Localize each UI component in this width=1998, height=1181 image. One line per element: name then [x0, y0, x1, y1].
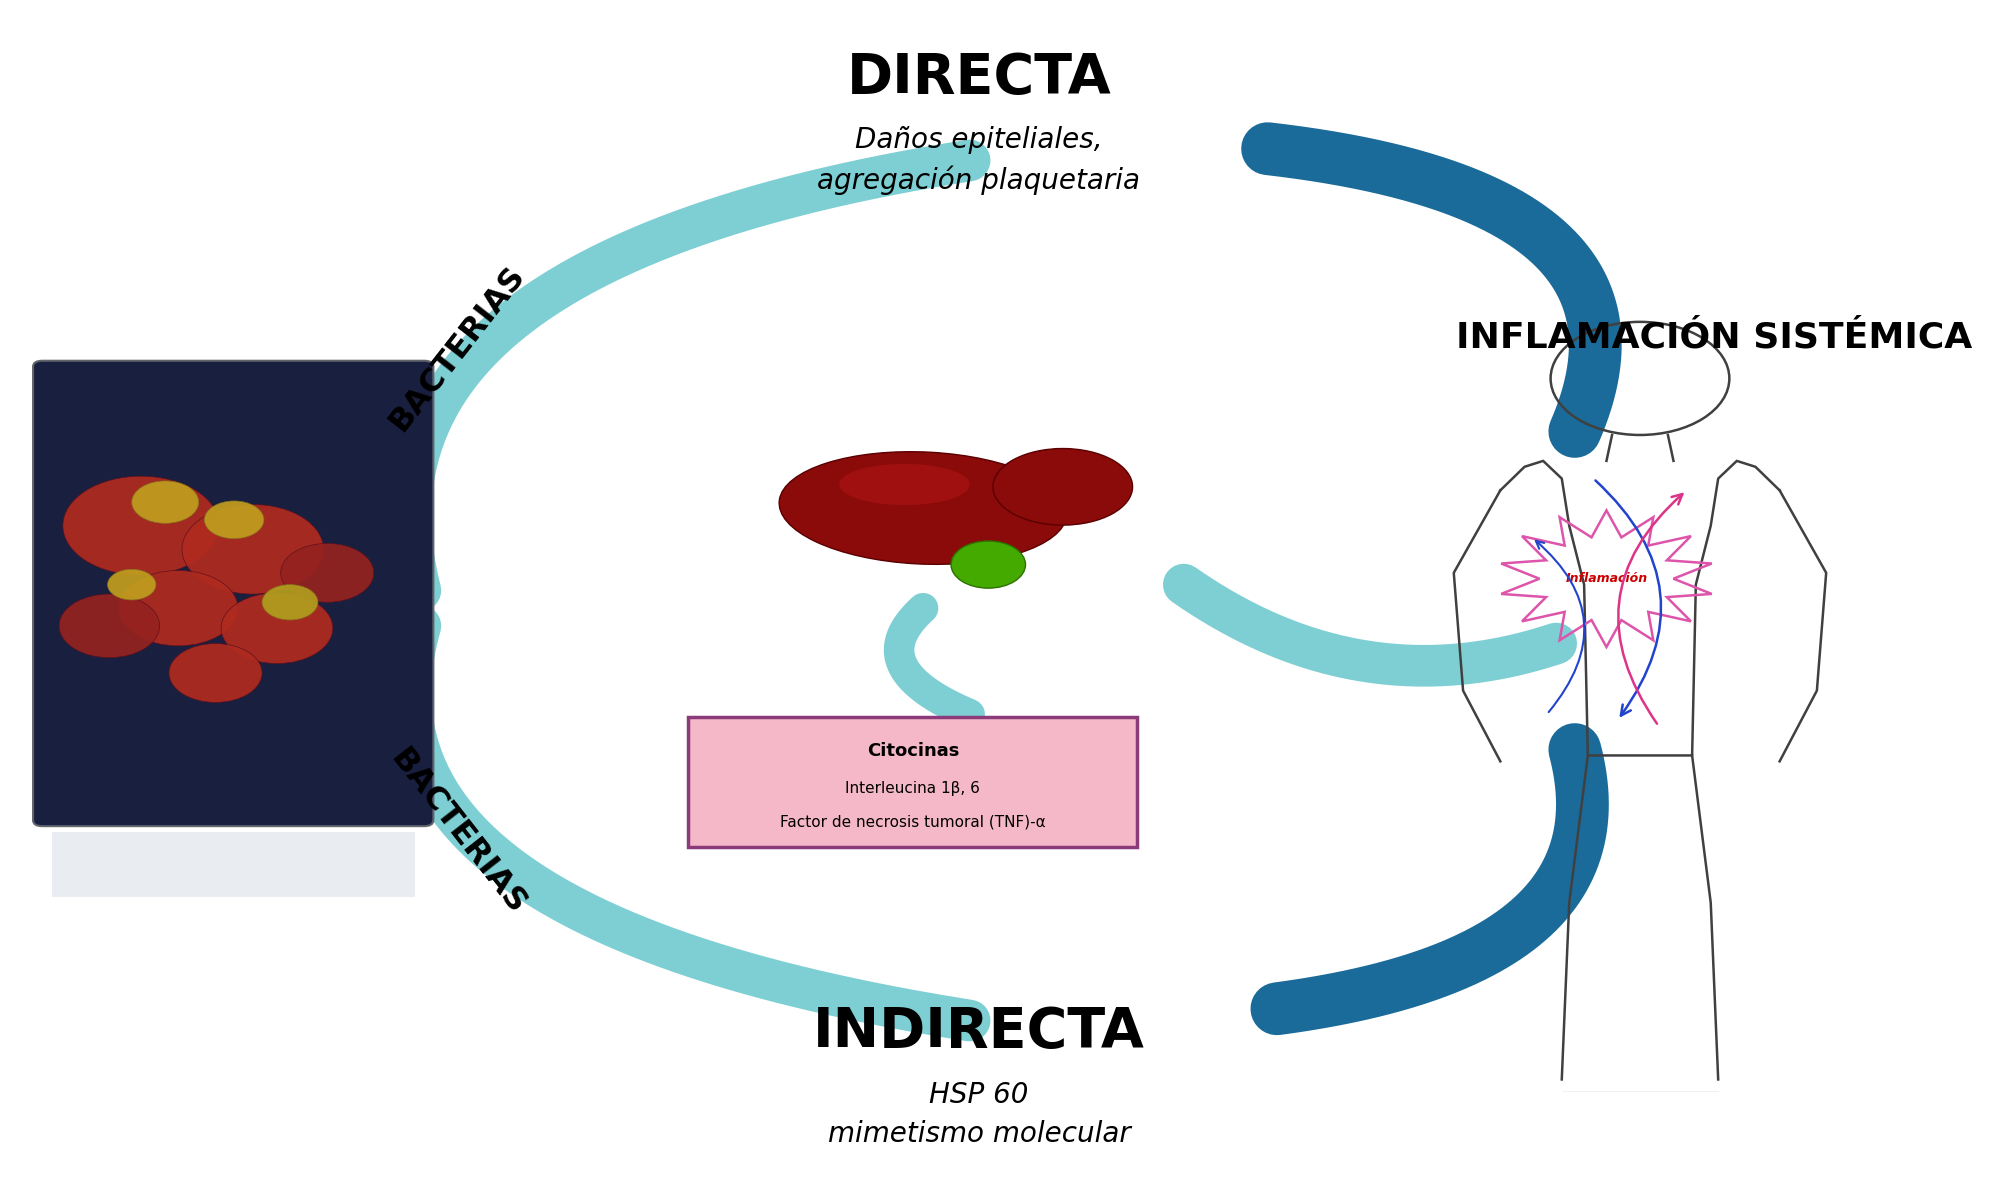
Circle shape — [262, 585, 318, 620]
Circle shape — [170, 644, 262, 703]
Text: Daños epiteliales,
agregación plaquetaria: Daños epiteliales, agregación plaquetari… — [817, 126, 1141, 195]
Circle shape — [62, 476, 220, 575]
Text: INFLAMACIÓN SISTÉMICA: INFLAMACIÓN SISTÉMICA — [1457, 320, 1972, 354]
Circle shape — [951, 541, 1025, 588]
Text: Citocinas: Citocinas — [867, 742, 959, 761]
Circle shape — [182, 504, 324, 594]
FancyBboxPatch shape — [687, 717, 1137, 847]
Circle shape — [280, 543, 374, 602]
Circle shape — [60, 594, 160, 658]
Ellipse shape — [839, 464, 969, 505]
Ellipse shape — [779, 451, 1067, 565]
Circle shape — [118, 570, 238, 646]
FancyBboxPatch shape — [52, 833, 414, 896]
Text: BACTERIAS: BACTERIAS — [384, 261, 531, 437]
Circle shape — [132, 481, 198, 523]
Text: BACTERIAS: BACTERIAS — [384, 744, 531, 920]
FancyBboxPatch shape — [34, 360, 434, 827]
Text: INDIRECTA: INDIRECTA — [813, 1005, 1145, 1059]
Text: DIRECTA: DIRECTA — [847, 51, 1111, 105]
Ellipse shape — [993, 449, 1133, 526]
Text: HSP 60
mimetismo molecular: HSP 60 mimetismo molecular — [827, 1082, 1129, 1148]
Circle shape — [222, 593, 332, 664]
Text: Interleucina 1β, 6: Interleucina 1β, 6 — [845, 781, 979, 796]
FancyBboxPatch shape — [34, 360, 434, 827]
Text: Factor de necrosis tumoral (TNF)-α: Factor de necrosis tumoral (TNF)-α — [779, 814, 1045, 829]
Circle shape — [204, 501, 264, 539]
Text: Inflamación: Inflamación — [1564, 573, 1646, 586]
Circle shape — [108, 569, 156, 600]
